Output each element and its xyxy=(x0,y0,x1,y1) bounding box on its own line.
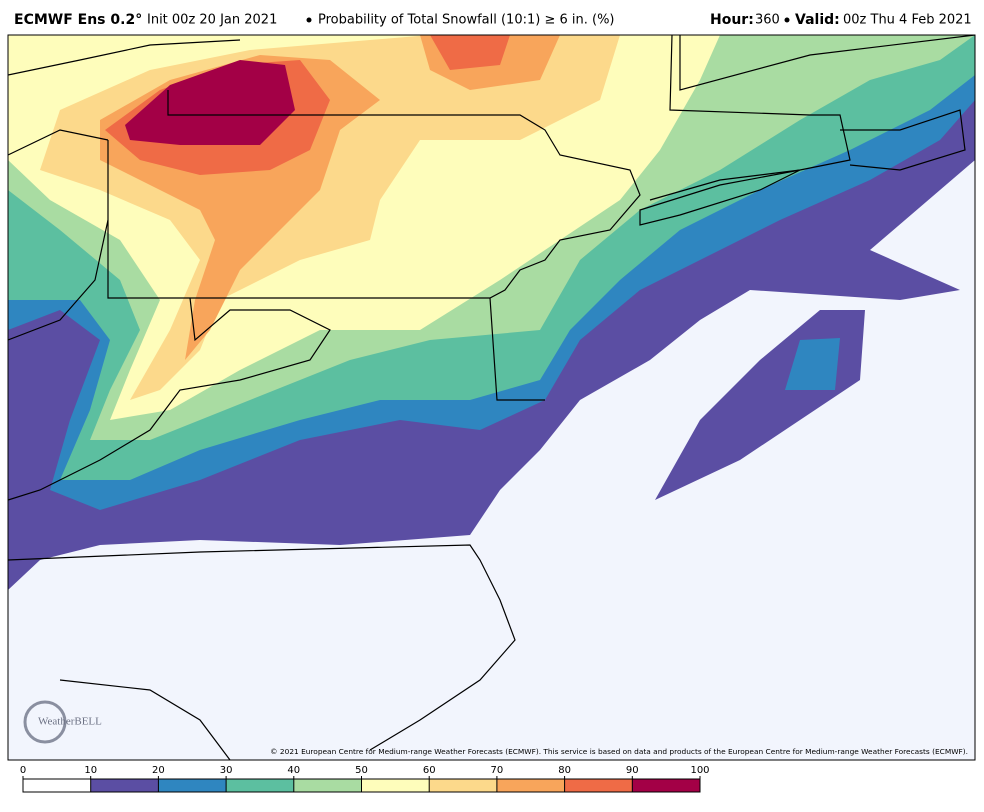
colorbar-tick-label: 10 xyxy=(84,765,97,776)
colorbar-segment xyxy=(496,779,565,792)
colorbar-segment xyxy=(564,779,633,792)
separator xyxy=(784,17,790,23)
colorbar-segment xyxy=(226,779,294,792)
hour-label: Hour: xyxy=(710,12,754,28)
map xyxy=(8,35,975,760)
copyright: © 2021 European Centre for Medium-range … xyxy=(270,747,968,756)
colorbar-segment xyxy=(429,779,497,792)
hour-value: 360 xyxy=(755,13,780,28)
model-name: ECMWF Ens 0.2° xyxy=(14,12,142,28)
colorbar-tick-label: 20 xyxy=(152,765,165,776)
colorbar-tick-label: 70 xyxy=(491,765,504,776)
product-name: Probability of Total Snowfall (10:1) ≥ 6… xyxy=(318,13,615,28)
logo-text: WeatherBELL xyxy=(38,716,102,728)
colorbar-segment xyxy=(90,779,159,792)
colorbar-segment xyxy=(293,779,362,792)
state-borders xyxy=(8,35,975,760)
colorbar-tick-label: 40 xyxy=(287,765,300,776)
colorbar-segment xyxy=(632,779,700,792)
colorbar-segment xyxy=(158,779,227,792)
colorbar-tick-label: 0 xyxy=(20,765,26,776)
map-frame xyxy=(7,34,976,761)
colorbar-segment xyxy=(361,779,430,792)
logo-mark xyxy=(23,700,67,744)
colorbar-tick-label: 90 xyxy=(626,765,639,776)
colorbar-tick-label: 60 xyxy=(423,765,436,776)
colorbar-tick-label: 30 xyxy=(220,765,233,776)
separator xyxy=(306,17,312,23)
colorbar-tick-label: 50 xyxy=(355,765,368,776)
valid-label: Valid: xyxy=(795,12,840,28)
init-time: Init 00z 20 Jan 2021 xyxy=(147,13,277,28)
valid-time: 00z Thu 4 Feb 2021 xyxy=(843,13,972,28)
colorbar-segment xyxy=(23,779,91,792)
colorbar-tick-label: 100 xyxy=(690,765,709,776)
colorbar-tick-label: 80 xyxy=(558,765,571,776)
band-90 xyxy=(125,60,295,145)
